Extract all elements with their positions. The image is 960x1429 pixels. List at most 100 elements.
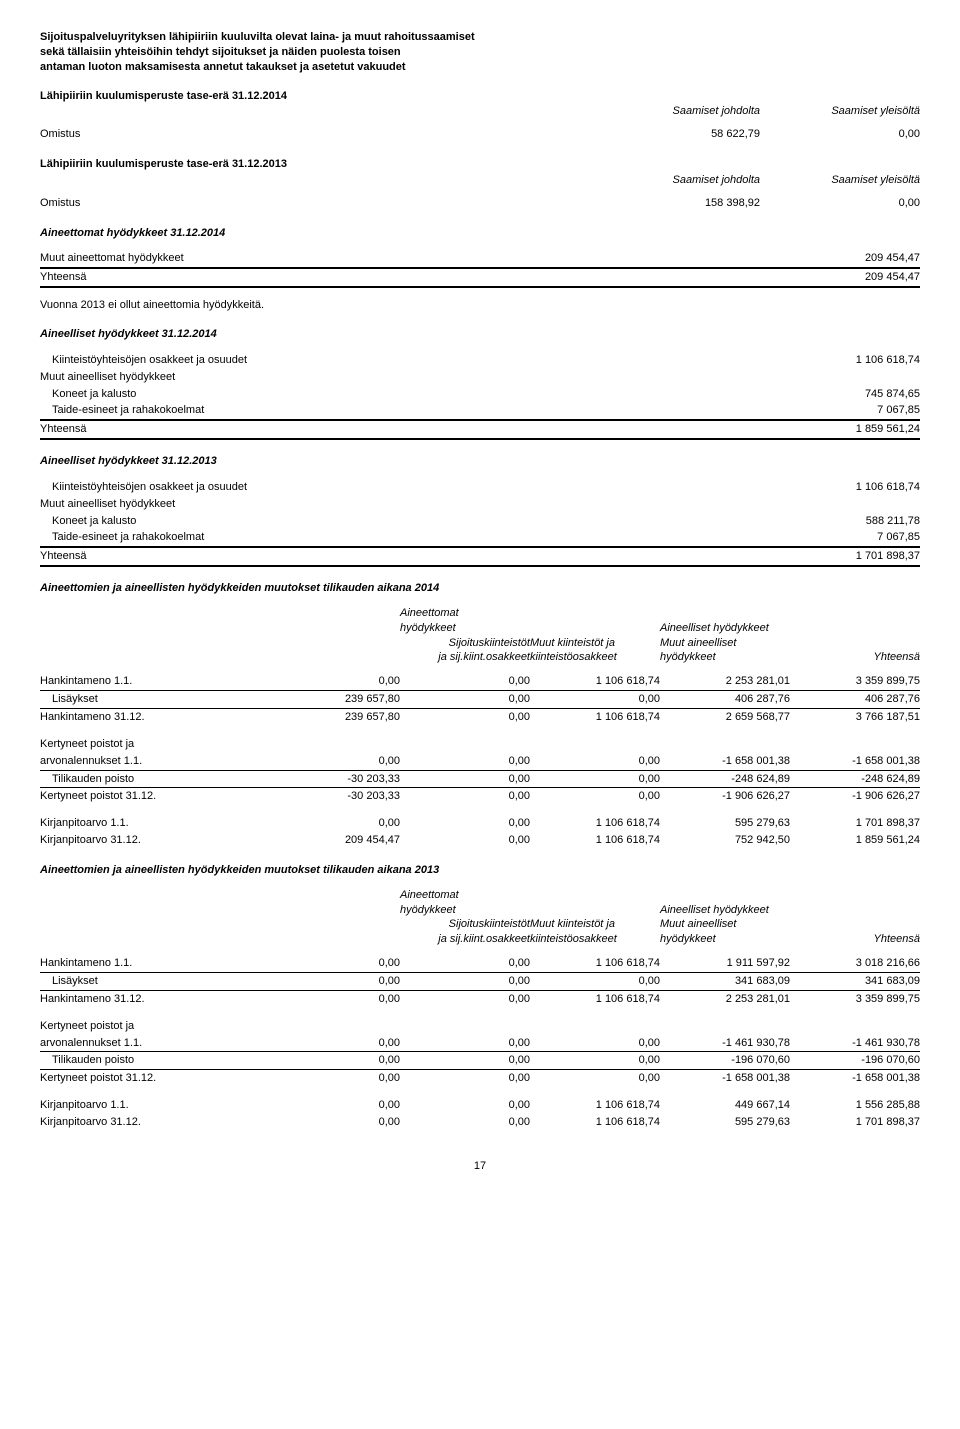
row-value: 0,00 (400, 674, 530, 689)
row-value: 0,00 (270, 816, 400, 831)
row-value: 449 667,14 (660, 1098, 790, 1113)
col-head: Muut kiinteistöt ja (530, 636, 660, 651)
row-value: 1 556 285,88 (790, 1098, 920, 1113)
row-value: 0,00 (760, 196, 920, 211)
row-label: Muut aineelliset hyödykkeet (40, 370, 790, 385)
table-row: Kertyneet poistot ja (40, 1018, 920, 1035)
row-label: Kirjanpitoarvo 1.1. (40, 816, 270, 831)
col-head: Muut aineelliset (660, 636, 790, 651)
row-value: -1 906 626,27 (660, 789, 790, 804)
row-label: Kiinteistöyhteisöjen osakkeet ja osuudet (40, 353, 790, 368)
table-row: Kirjanpitoarvo 31.12.209 454,470,001 106… (40, 832, 920, 849)
row-value: 1 106 618,74 (530, 992, 660, 1007)
table-row: Hankintameno 1.1.0,000,001 106 618,742 2… (40, 673, 920, 690)
row-value: 0,00 (400, 974, 530, 989)
col-head: Muut aineelliset (660, 917, 790, 932)
row-value: 1 701 898,37 (790, 549, 920, 564)
row-value: 0,00 (400, 1115, 530, 1130)
subsection-heading: Aineettomien ja aineellisten hyödykkeide… (40, 581, 920, 596)
row-value: 1 106 618,74 (530, 816, 660, 831)
row-value: 2 659 568,77 (660, 710, 790, 725)
col-head: hyödykkeet (660, 932, 790, 947)
row-value: 7 067,85 (790, 403, 920, 418)
table-row: Kertyneet poistot 31.12.0,000,000,00-1 6… (40, 1069, 920, 1087)
row-value: 588 211,78 (790, 514, 920, 529)
row-label: Hankintameno 1.1. (40, 956, 270, 971)
row-value: 406 287,76 (660, 692, 790, 707)
col-head: Muut kiinteistöt ja (530, 917, 660, 932)
row-value: 0,00 (270, 974, 400, 989)
row-label: Kertyneet poistot 31.12. (40, 789, 270, 804)
col-head: Sijoituskiinteistöt (400, 636, 530, 651)
row-label: Kertyneet poistot ja (40, 1019, 270, 1034)
row-label: Yhteensä (40, 270, 790, 285)
row-value: 0,00 (400, 816, 530, 831)
row-value: -196 070,60 (660, 1053, 790, 1068)
row-value: 1 106 618,74 (530, 1115, 660, 1130)
row-label: Koneet ja kalusto (40, 387, 790, 402)
row-value: 3 359 899,75 (790, 992, 920, 1007)
row-value: 0,00 (530, 754, 660, 769)
row-value: 0,00 (400, 833, 530, 848)
col-group: Aineelliset hyödykkeet (660, 621, 790, 636)
row-value: 0,00 (530, 1071, 660, 1086)
subsection-heading: Aineelliset hyödykkeet 31.12.2014 (40, 327, 920, 342)
row-value: -1 658 001,38 (790, 1071, 920, 1086)
row-label: Koneet ja kalusto (40, 514, 790, 529)
row-label: Lisäykset (40, 692, 270, 707)
row-label: arvonalennukset 1.1. (40, 754, 270, 769)
table-row: Kirjanpitoarvo 31.12.0,000,001 106 618,7… (40, 1114, 920, 1131)
subsection-heading: Aineettomat hyödykkeet 31.12.2014 (40, 226, 920, 241)
row-label: Lisäykset (40, 974, 270, 989)
row-value: 2 253 281,01 (660, 992, 790, 1007)
row-value: 0,00 (270, 1098, 400, 1113)
row-value: 1 106 618,74 (530, 956, 660, 971)
col-head: ja sij.kiint.osakkeet (400, 932, 530, 947)
row-value: 0,00 (400, 772, 530, 787)
row-value: 239 657,80 (270, 710, 400, 725)
table-row: Hankintameno 31.12.0,000,001 106 618,742… (40, 990, 920, 1008)
page-number: 17 (40, 1159, 920, 1174)
row-label: Kirjanpitoarvo 31.12. (40, 1115, 270, 1130)
row-label: arvonalennukset 1.1. (40, 1036, 270, 1051)
row-value: 0,00 (530, 789, 660, 804)
row-value: 0,00 (530, 974, 660, 989)
table-row: Hankintameno 31.12.239 657,800,001 106 6… (40, 708, 920, 726)
row-value: 341 683,09 (790, 974, 920, 989)
col-group: Aineelliset hyödykkeet (660, 903, 790, 918)
row-value: 1 911 597,92 (660, 956, 790, 971)
table-row: Kirjanpitoarvo 1.1.0,000,001 106 618,744… (40, 1097, 920, 1114)
col-head: Saamiset yleisöltä (760, 104, 920, 119)
row-value: 0,00 (760, 127, 920, 142)
title-line: Sijoituspalveluyrityksen lähipiiriin kuu… (40, 30, 920, 45)
row-value: 0,00 (270, 956, 400, 971)
row-value: 0,00 (400, 1098, 530, 1113)
row-value: 0,00 (270, 1071, 400, 1086)
subsection-heading: Aineettomien ja aineellisten hyödykkeide… (40, 863, 920, 878)
row-value: 7 067,85 (790, 530, 920, 545)
col-group: hyödykkeet (400, 903, 530, 918)
table-row: Hankintameno 1.1.0,000,001 106 618,741 9… (40, 955, 920, 972)
row-value: 1 106 618,74 (530, 1098, 660, 1113)
row-value: 1 106 618,74 (530, 833, 660, 848)
subsection-heading: Lähipiiriin kuulumisperuste tase-erä 31.… (40, 89, 920, 104)
row-value: 1 106 618,74 (790, 480, 920, 495)
row-value: 0,00 (400, 710, 530, 725)
row-label: Yhteensä (40, 549, 790, 564)
col-head: kiinteistöosakkeet (530, 932, 660, 947)
row-value: 1 106 618,74 (530, 710, 660, 725)
row-value: -196 070,60 (790, 1053, 920, 1068)
row-value: 0,00 (270, 1036, 400, 1051)
row-value: 3 766 187,51 (790, 710, 920, 725)
col-head: Saamiset johdolta (600, 173, 760, 188)
row-label: Hankintameno 31.12. (40, 992, 270, 1007)
row-label: Kirjanpitoarvo 1.1. (40, 1098, 270, 1113)
row-label: Yhteensä (40, 422, 790, 437)
table-row: Tilikauden poisto0,000,000,00-196 070,60… (40, 1051, 920, 1069)
row-value: 0,00 (530, 692, 660, 707)
row-value: -1 461 930,78 (790, 1036, 920, 1051)
row-value: 0,00 (400, 754, 530, 769)
subsection-heading: Aineelliset hyödykkeet 31.12.2013 (40, 454, 920, 469)
row-value: 745 874,65 (790, 387, 920, 402)
row-label: Taide-esineet ja rahakokoelmat (40, 403, 790, 418)
